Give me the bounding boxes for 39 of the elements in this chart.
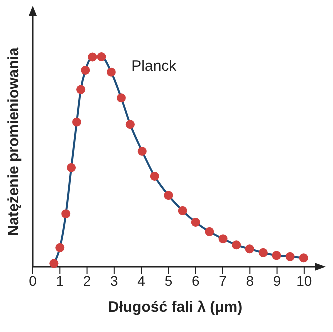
point	[67, 163, 76, 172]
x-tick-label: 1	[56, 272, 64, 289]
point	[56, 243, 65, 252]
x-tick-label: 3	[110, 272, 119, 289]
point	[245, 244, 254, 254]
y-axis-title: Natężenie promieniowania	[5, 47, 22, 236]
point	[106, 68, 116, 77]
point	[138, 147, 147, 156]
x-tick-label: 0	[29, 272, 38, 289]
point	[81, 66, 90, 75]
x-tick-label: 7	[219, 272, 228, 289]
point	[126, 120, 135, 130]
x-tick-label: 2	[83, 272, 92, 289]
point	[116, 94, 126, 103]
point	[218, 234, 228, 244]
point	[191, 218, 200, 227]
point	[150, 172, 160, 181]
point	[272, 251, 282, 260]
point	[88, 52, 98, 62]
point	[178, 206, 188, 216]
point	[299, 254, 308, 263]
point	[232, 240, 242, 250]
point	[97, 52, 106, 62]
x-tick-label: 6	[192, 272, 200, 289]
x-tick-label: 9	[273, 272, 282, 289]
point	[258, 248, 268, 258]
point	[286, 252, 295, 262]
x-tick-label: 10	[296, 272, 312, 289]
x-axis-title: Długość fali λ (μm)	[108, 299, 243, 316]
series-label: Planck	[132, 58, 178, 75]
x-tick-label: 5	[164, 272, 173, 289]
point	[164, 191, 174, 200]
x-tick-label: 4	[138, 272, 146, 289]
point	[76, 85, 86, 94]
point	[50, 259, 59, 268]
point	[72, 118, 82, 127]
x-tick-label: 8	[246, 272, 254, 289]
point	[62, 210, 71, 219]
point	[205, 227, 214, 236]
